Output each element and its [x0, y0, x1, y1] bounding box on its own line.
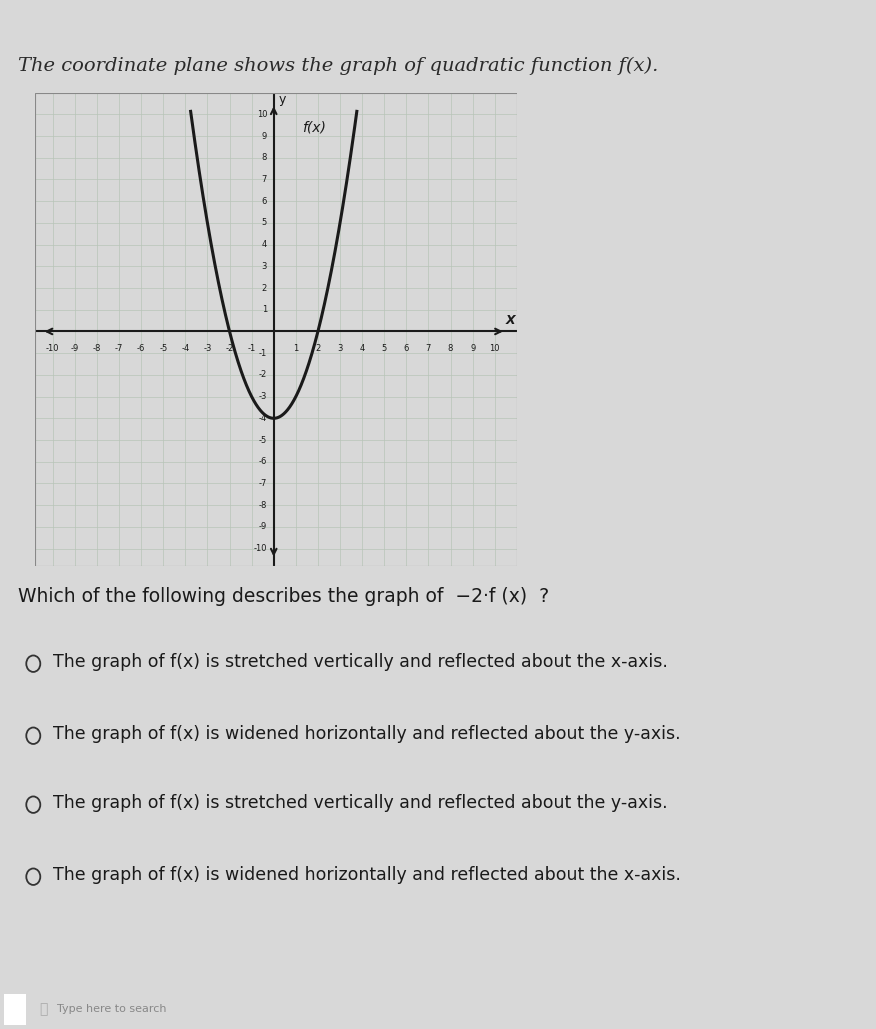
- Text: 4: 4: [359, 345, 364, 354]
- Text: -6: -6: [137, 345, 145, 354]
- Text: 7: 7: [426, 345, 431, 354]
- Text: -10: -10: [253, 544, 267, 553]
- Text: 3: 3: [262, 261, 267, 271]
- Text: -7: -7: [258, 478, 267, 488]
- Text: -7: -7: [115, 345, 124, 354]
- Text: 3: 3: [337, 345, 343, 354]
- Text: 8: 8: [262, 153, 267, 163]
- Text: -2: -2: [225, 345, 234, 354]
- Text: -4: -4: [181, 345, 189, 354]
- Text: 9: 9: [470, 345, 476, 354]
- Text: -5: -5: [159, 345, 167, 354]
- Text: 10: 10: [490, 345, 500, 354]
- Text: -4: -4: [258, 414, 267, 423]
- Text: ⌕: ⌕: [39, 1002, 48, 1017]
- Text: The graph of f(x) is widened horizontally and reflected about the y-axis.: The graph of f(x) is widened horizontall…: [53, 725, 680, 743]
- Text: 8: 8: [448, 345, 453, 354]
- Text: y: y: [279, 93, 286, 106]
- Text: Which of the following describes the graph of  −2·f (x)  ?: Which of the following describes the gra…: [18, 587, 548, 605]
- Text: 6: 6: [262, 197, 267, 206]
- Text: 9: 9: [262, 132, 267, 141]
- Text: -9: -9: [71, 345, 79, 354]
- Text: The graph of f(x) is widened horizontally and reflected about the x-axis.: The graph of f(x) is widened horizontall…: [53, 866, 681, 884]
- Text: The coordinate plane shows the graph of quadratic function f(x).: The coordinate plane shows the graph of …: [18, 57, 658, 75]
- Text: -1: -1: [258, 349, 267, 358]
- Text: -3: -3: [203, 345, 212, 354]
- Text: 4: 4: [262, 240, 267, 249]
- Text: -3: -3: [258, 392, 267, 401]
- Text: -2: -2: [258, 370, 267, 380]
- Text: -6: -6: [258, 457, 267, 466]
- Text: 1: 1: [293, 345, 299, 354]
- Bar: [4, 994, 26, 1025]
- Text: 5: 5: [382, 345, 387, 354]
- Text: -5: -5: [258, 435, 267, 445]
- Text: The graph of f(x) is stretched vertically and reflected about the x-axis.: The graph of f(x) is stretched verticall…: [53, 653, 668, 671]
- Text: -1: -1: [248, 345, 256, 354]
- Text: -9: -9: [258, 523, 267, 531]
- Text: -8: -8: [258, 501, 267, 509]
- Text: -8: -8: [93, 345, 101, 354]
- Text: 2: 2: [262, 284, 267, 292]
- Text: 7: 7: [262, 175, 267, 184]
- Text: 2: 2: [315, 345, 321, 354]
- Text: 10: 10: [257, 110, 267, 118]
- Text: The graph of f(x) is stretched vertically and reflected about the y-axis.: The graph of f(x) is stretched verticall…: [53, 794, 668, 812]
- Text: 1: 1: [262, 306, 267, 314]
- Text: f(x): f(x): [302, 120, 327, 135]
- Text: -10: -10: [46, 345, 60, 354]
- Text: 6: 6: [404, 345, 409, 354]
- Text: Type here to search: Type here to search: [57, 1004, 166, 1015]
- Text: X: X: [505, 314, 515, 327]
- Text: ⊞: ⊞: [10, 1002, 22, 1017]
- Text: 5: 5: [262, 218, 267, 227]
